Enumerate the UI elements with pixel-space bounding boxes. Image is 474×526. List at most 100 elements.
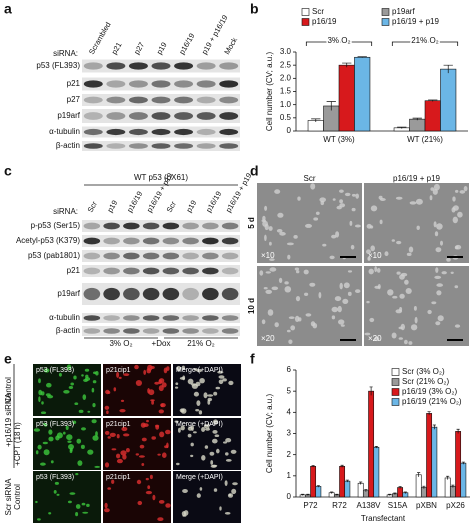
- cell: [75, 473, 79, 476]
- row-label: α-tubulin: [49, 127, 80, 136]
- blot-band: [219, 62, 239, 70]
- cell: [364, 332, 371, 336]
- row-label: β-actin: [56, 326, 80, 335]
- cell: [370, 245, 376, 252]
- blot-band: [123, 237, 140, 245]
- cell: [398, 326, 403, 330]
- blot-band: [202, 252, 219, 260]
- cell: [274, 189, 281, 194]
- bar: [455, 431, 462, 498]
- blot-band: [83, 128, 103, 136]
- error-bar: [451, 484, 455, 488]
- cell: [183, 510, 189, 516]
- cell: [190, 454, 194, 458]
- cell: [432, 188, 438, 195]
- blot-band: [221, 315, 239, 321]
- cell: [69, 492, 76, 495]
- bar: [440, 68, 457, 132]
- blot-band: [83, 80, 103, 88]
- row-label: p27: [67, 95, 81, 104]
- blot-band: [182, 252, 199, 260]
- cell: [123, 373, 130, 376]
- cell: [54, 481, 60, 485]
- y-tick-label: 2: [287, 450, 292, 459]
- cell: [366, 300, 370, 304]
- row-label: 10 d: [247, 298, 256, 314]
- cell: [374, 266, 378, 273]
- panel-letter: d: [250, 163, 259, 179]
- y-axis-label: Cell number (CV; a.u.): [265, 394, 274, 474]
- blot-band: [202, 222, 219, 230]
- cell: [75, 504, 81, 509]
- cell: [82, 394, 87, 400]
- cell: [145, 477, 149, 481]
- blot-band: [103, 237, 120, 245]
- blot-band: [162, 267, 180, 275]
- blot-band: [219, 128, 239, 136]
- cell: [455, 189, 459, 193]
- cell: [207, 397, 213, 402]
- bar: [409, 118, 426, 132]
- cell: [349, 220, 353, 226]
- cell: [337, 305, 342, 313]
- bar: [310, 466, 317, 498]
- legend-label: p16/19 (3% O₂): [402, 387, 457, 396]
- error-bar: [357, 56, 367, 58]
- legend-label: Scr (21% O₂): [402, 377, 449, 386]
- cell: [104, 462, 110, 468]
- error-bar: [388, 493, 392, 496]
- bar: [449, 486, 456, 498]
- cell: [293, 235, 298, 239]
- legend-swatch: [391, 398, 400, 406]
- micrograph: [33, 471, 101, 523]
- cell: [329, 255, 335, 260]
- blot-band: [142, 222, 160, 230]
- cell: [91, 387, 95, 393]
- error-bar: [446, 475, 450, 480]
- cell: [87, 410, 91, 413]
- cell: [92, 380, 97, 384]
- magnification: ×10: [261, 251, 275, 260]
- cell: [392, 295, 398, 299]
- cell: [104, 430, 110, 435]
- legend-label: Scr (3% O₂): [402, 367, 445, 376]
- cell: [454, 324, 461, 328]
- blot-band: [106, 80, 126, 88]
- bar: [338, 64, 355, 132]
- cell: [431, 301, 437, 305]
- cell: [303, 269, 309, 275]
- y-tick-label: 0: [287, 126, 292, 135]
- cell: [339, 282, 343, 290]
- blot-band: [83, 237, 101, 245]
- cell: [147, 485, 151, 490]
- cell: [107, 436, 111, 439]
- cell: [396, 271, 401, 275]
- condition-label: +Dox: [152, 339, 171, 348]
- micrograph: [364, 266, 469, 346]
- blot-band: [221, 237, 239, 245]
- cell: [180, 425, 185, 431]
- cell: [213, 391, 218, 396]
- blot-strip: [82, 326, 240, 336]
- blot-band: [221, 287, 239, 301]
- cell: [58, 372, 62, 377]
- legend-label: p16/19 (21% O₂): [402, 397, 462, 406]
- error-bar: [326, 101, 336, 111]
- cell: [399, 293, 405, 299]
- error-bar: [432, 424, 436, 430]
- cell: [218, 379, 224, 385]
- cell: [210, 460, 214, 465]
- error-bar: [398, 486, 402, 489]
- cell: [143, 423, 149, 427]
- blot-strip: [82, 220, 240, 232]
- cell: [38, 378, 41, 384]
- cell: [305, 313, 312, 317]
- cell: [136, 479, 142, 485]
- cell: [435, 267, 439, 273]
- y-tick-label: 2.5: [280, 60, 292, 69]
- lane-label: p16/19: [177, 32, 196, 56]
- cell: [406, 252, 412, 256]
- group-label: Scr siRNA: [4, 478, 13, 516]
- bar: [344, 480, 351, 498]
- legend-swatch: [301, 8, 310, 16]
